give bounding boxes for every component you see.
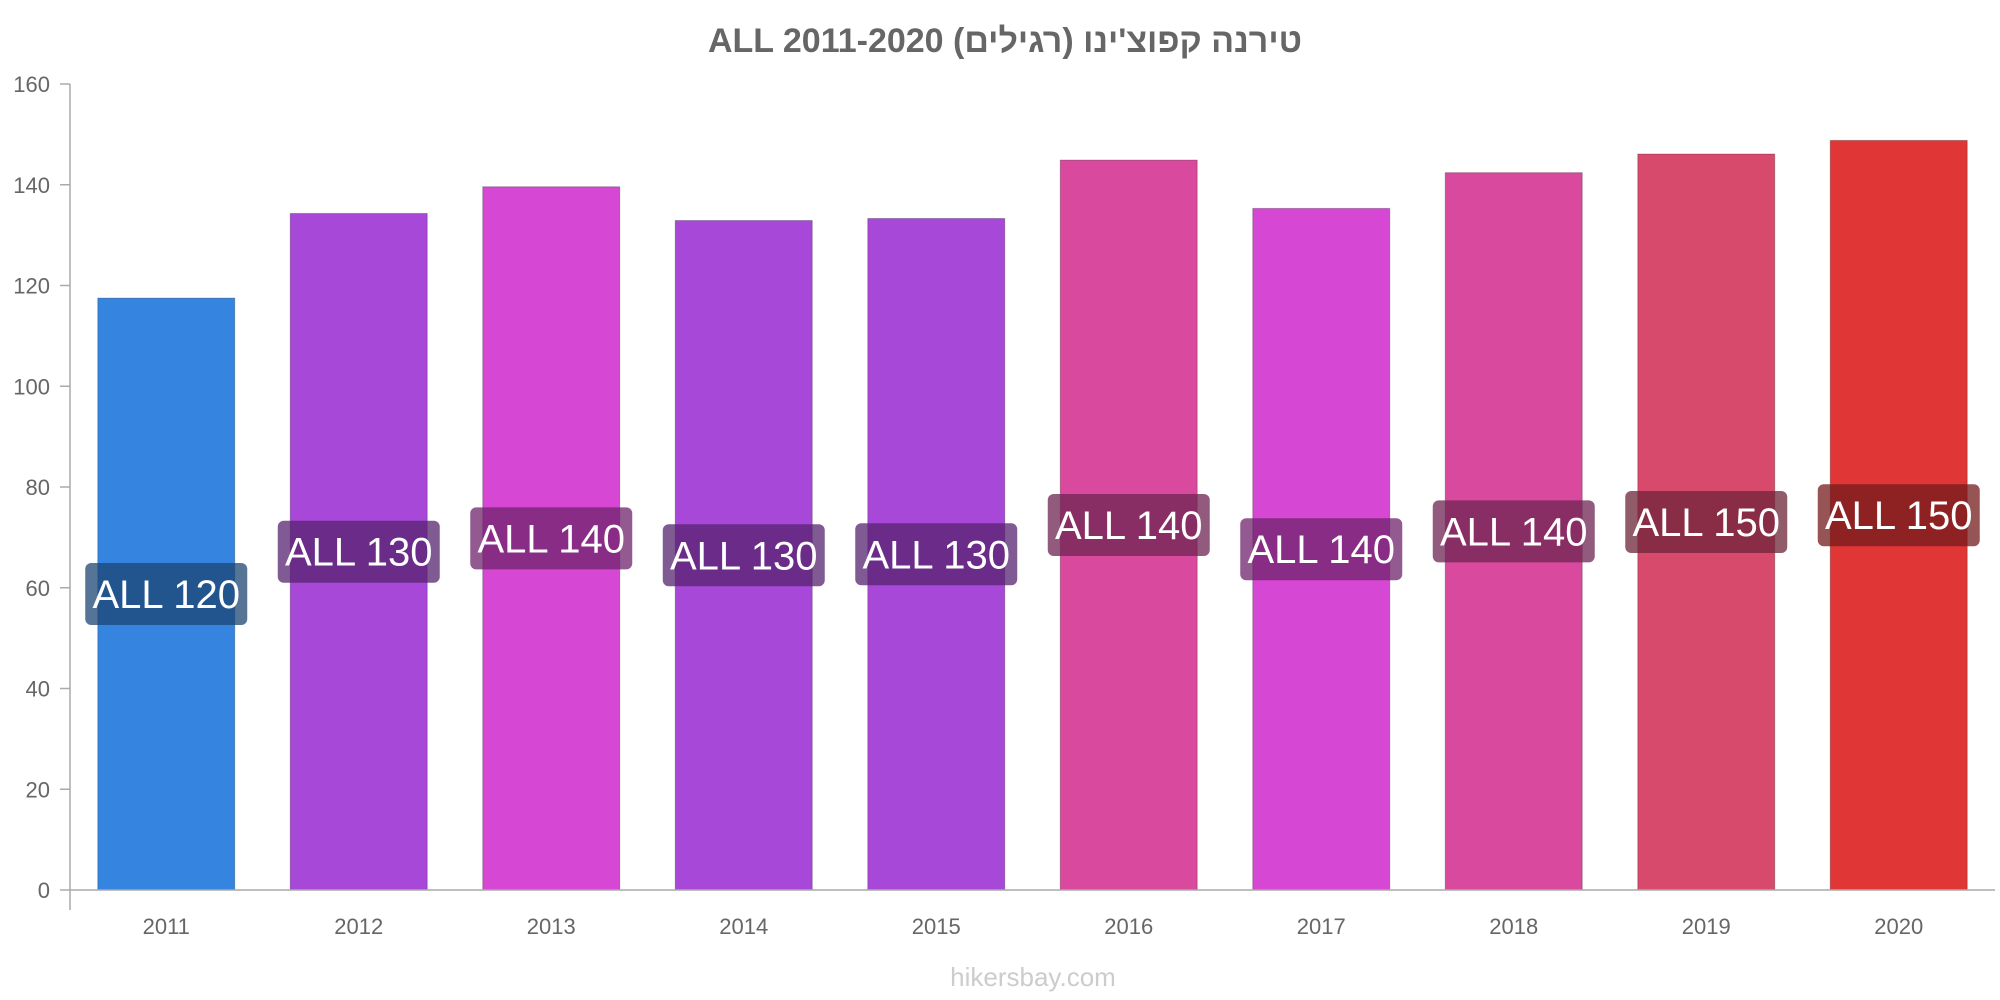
data-label-box	[1047, 494, 1210, 557]
data-label: ALL 130	[670, 534, 818, 578]
x-tick-label: 2017	[1297, 914, 1346, 939]
y-tick-label: 160	[13, 72, 50, 97]
x-tick-label: 2016	[1104, 914, 1153, 939]
x-axis: 2011 2012 2013 2014 2015 2016 2017 2018 2019 2020	[70, 889, 1995, 939]
y-tick-label: 140	[13, 173, 50, 198]
x-tick-label: 2015	[912, 914, 961, 939]
x-tick-label: 2014	[719, 914, 768, 939]
x-tick-label: 2019	[1682, 914, 1731, 939]
y-tick-label: 20	[26, 777, 50, 802]
data-label-box	[1432, 500, 1595, 563]
x-tick-label: 2013	[527, 914, 576, 939]
x-tick-label: 2011	[143, 914, 190, 939]
y-tick-label: 80	[26, 475, 50, 500]
x-tick-label: 2012	[334, 914, 383, 939]
y-tick-label: 0	[38, 878, 50, 903]
y-tick-label: 100	[13, 374, 50, 399]
watermark: hikersbay.com	[950, 962, 1116, 992]
data-label: ALL 130	[285, 531, 433, 575]
y-tick-label: 60	[26, 576, 50, 601]
data-label-box	[1240, 518, 1403, 581]
data-label-box	[1817, 484, 1980, 547]
x-tick-label: 2020	[1874, 914, 1923, 939]
x-tick-label: 2018	[1489, 914, 1538, 939]
data-label: ALL 140	[1440, 510, 1588, 554]
data-label-box	[662, 524, 825, 587]
y-axis: 0 20 40 60 80 100 120 140 160	[13, 72, 71, 910]
data-label: ALL 140	[477, 517, 625, 561]
y-tick-label: 40	[26, 677, 50, 702]
data-label: ALL 130	[862, 533, 1010, 577]
chart-title: טירנה קפוצ'ינו (רגילים) ALL 2011-2020	[708, 22, 1302, 60]
data-label: ALL 150	[1825, 494, 1973, 538]
data-label: ALL 120	[92, 573, 240, 617]
data-label-box	[470, 507, 633, 570]
y-tick-label: 120	[13, 274, 50, 299]
data-label-box	[85, 563, 248, 626]
data-label: ALL 150	[1632, 501, 1780, 545]
data-label: ALL 140	[1247, 528, 1395, 572]
data-label-box	[277, 520, 440, 583]
data-label: ALL 140	[1055, 504, 1203, 548]
data-labels: ALL 120 ALL 130 ALL 140 ALL 130 ALL 130 ALL 1…	[85, 484, 1980, 626]
data-label-box	[855, 523, 1018, 586]
data-label-box	[1625, 491, 1788, 554]
